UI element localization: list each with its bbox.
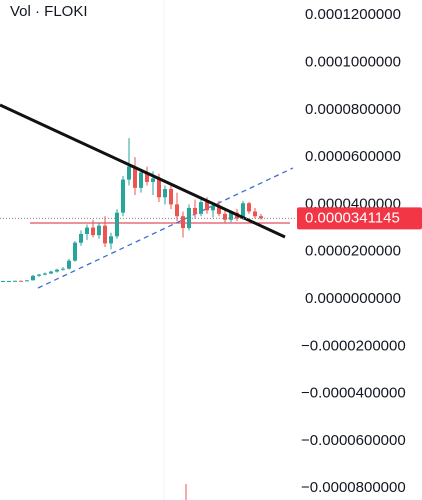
y-tick-label: 0.0000600000 [305, 148, 401, 165]
y-tick-label: −0.0000400000 [301, 385, 406, 402]
candle-body [217, 205, 221, 214]
trend-drawing [0, 103, 286, 239]
candle-body [103, 225, 107, 244]
candle-body [73, 242, 77, 261]
candle-body [193, 207, 197, 214]
y-tick-label: −0.0000200000 [301, 337, 406, 354]
candle-body [7, 281, 11, 283]
candle-body [67, 260, 71, 269]
y-tick-label: 0.0000800000 [305, 101, 401, 118]
candle-body [109, 236, 113, 244]
candle-body [31, 275, 35, 281]
y-tick-label: −0.0000600000 [301, 432, 406, 449]
y-tick-label: 0.0001200000 [305, 6, 401, 23]
y-tick-label: 0.0000000000 [305, 290, 401, 307]
candle-body [151, 178, 155, 182]
candle-body [145, 172, 149, 182]
candle-body [181, 216, 185, 229]
candle-body [205, 202, 209, 211]
candle-body [25, 280, 29, 282]
candle-body [97, 225, 101, 236]
candle-body [37, 274, 41, 276]
candle-body [115, 212, 119, 237]
candle-body [121, 179, 125, 213]
candle-body [55, 269, 59, 272]
candle-body [43, 273, 47, 275]
candle-body [211, 205, 215, 211]
candle-body [253, 211, 257, 217]
candle-body [223, 213, 227, 220]
candle-body [85, 227, 89, 234]
candle-body [169, 189, 173, 205]
last-price-box [297, 207, 422, 230]
candle-body [61, 268, 65, 270]
candle-body [139, 172, 143, 188]
chart-title: Vol · FLOKI [10, 3, 88, 20]
last-price-label: 0.0000341145 [305, 209, 400, 226]
candle-body [79, 233, 83, 243]
y-tick-label: 0.0001000000 [305, 53, 401, 70]
y-tick-label: 0.0000200000 [305, 243, 401, 260]
candle-body [241, 203, 245, 219]
candle-body [199, 202, 203, 214]
candle-body [157, 178, 161, 198]
candle-body [247, 203, 251, 212]
candle-body [259, 216, 263, 219]
candle-body [49, 271, 53, 274]
candle-body [13, 280, 17, 282]
candle-body [91, 227, 95, 236]
candle-body [1, 281, 5, 283]
candle-body [229, 212, 233, 220]
y-tick-label: −0.0000800000 [301, 479, 406, 496]
candle-body [127, 166, 131, 180]
candle-body [19, 280, 23, 282]
trend-drawing [37, 167, 294, 289]
candle-body [163, 189, 167, 198]
candle-body [133, 166, 137, 188]
candle-body [175, 204, 179, 217]
